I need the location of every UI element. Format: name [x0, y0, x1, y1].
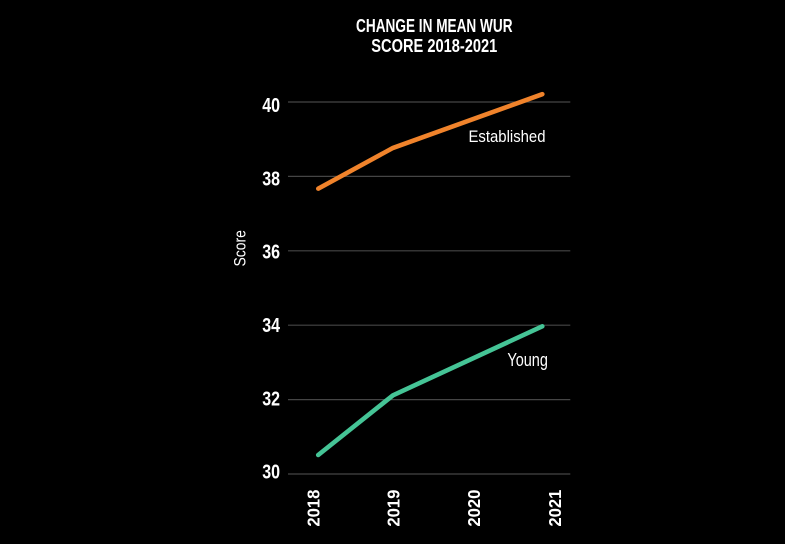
- svg-text:38: 38: [262, 168, 280, 190]
- svg-text:32: 32: [262, 388, 280, 410]
- svg-text:2019: 2019: [384, 490, 404, 527]
- svg-text:2018: 2018: [303, 490, 323, 527]
- svg-text:36: 36: [262, 242, 280, 264]
- svg-text:SCORE 2018-2021: SCORE 2018-2021: [371, 36, 497, 56]
- svg-text:Young: Young: [507, 350, 548, 370]
- svg-text:34: 34: [262, 315, 280, 337]
- svg-text:Established: Established: [469, 127, 546, 146]
- svg-text:30: 30: [262, 462, 280, 484]
- svg-text:Score: Score: [232, 230, 250, 266]
- svg-text:2020: 2020: [464, 490, 484, 527]
- svg-text:40: 40: [262, 95, 280, 117]
- svg-text:CHANGE IN MEAN WUR: CHANGE IN MEAN WUR: [356, 16, 513, 36]
- svg-text:2021: 2021: [545, 490, 565, 527]
